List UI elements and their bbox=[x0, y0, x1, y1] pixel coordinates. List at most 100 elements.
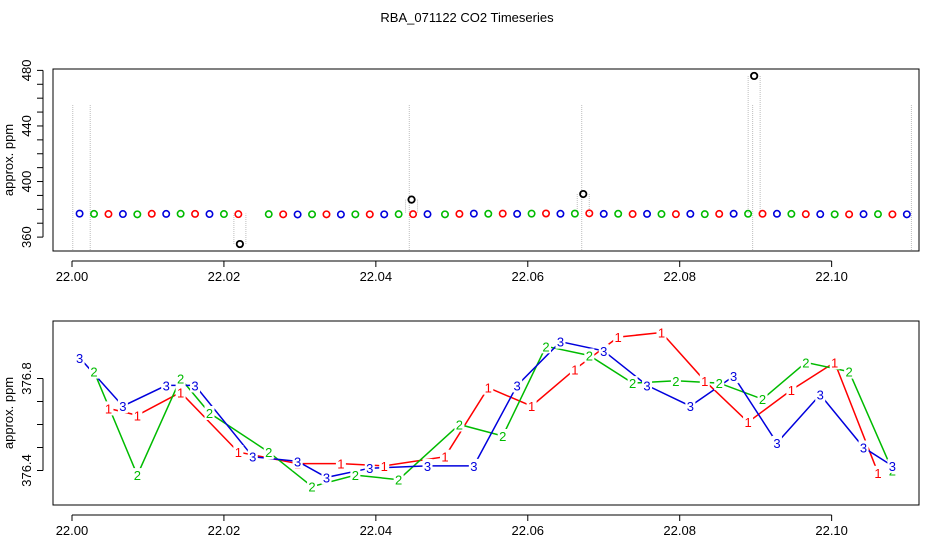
series-1-label-bg bbox=[233, 445, 244, 460]
sample-marker bbox=[888, 210, 897, 219]
series-3-point-label: 3 bbox=[424, 459, 431, 474]
series-2-label-bg bbox=[350, 468, 361, 483]
series-3-point-label: 3 bbox=[294, 454, 301, 469]
series-1-label-bg bbox=[379, 458, 390, 473]
sample-marker bbox=[556, 209, 565, 218]
series-2-label-bg bbox=[263, 445, 274, 460]
series-3-point-label: 3 bbox=[163, 378, 170, 393]
bottom-y-tick-label: 376.8 bbox=[19, 362, 34, 395]
series-2-point-label: 2 bbox=[308, 480, 315, 495]
series-2-label-bg bbox=[800, 355, 811, 370]
series-2-point-label: 2 bbox=[265, 445, 272, 460]
bottom-x-tick-label: 22.04 bbox=[360, 523, 393, 538]
top-y-axis-label: approx. ppm bbox=[1, 124, 16, 196]
series-1-point-label: 1 bbox=[831, 355, 838, 370]
series-3-label-bg bbox=[815, 387, 826, 402]
bottom-x-tick-label: 22.08 bbox=[663, 523, 696, 538]
sample-marker bbox=[279, 210, 288, 219]
series-3-point-label: 3 bbox=[773, 436, 780, 451]
series-3-label-bg bbox=[887, 458, 898, 473]
series-3-label-bg bbox=[468, 458, 479, 473]
series-2-label-bg bbox=[757, 392, 768, 407]
sample-marker bbox=[176, 209, 185, 218]
sample-marker bbox=[394, 210, 403, 219]
series-3-point-label: 3 bbox=[889, 459, 896, 474]
series-3-label-bg bbox=[190, 378, 201, 393]
series-3-point-label: 3 bbox=[557, 335, 564, 350]
series-1-label-bg bbox=[439, 449, 450, 464]
series-3-label-bg bbox=[161, 378, 172, 393]
sample-marker bbox=[816, 210, 825, 219]
sample-marker bbox=[469, 209, 478, 218]
series-2-label-bg bbox=[454, 417, 465, 432]
series-1-label-bg bbox=[175, 385, 186, 400]
sample-marker bbox=[409, 210, 418, 219]
top-x-tick-label: 22.08 bbox=[663, 269, 696, 284]
sample-marker bbox=[859, 210, 868, 219]
sample-marker bbox=[455, 209, 464, 218]
series-1-point-label: 1 bbox=[615, 330, 622, 345]
series-3-point-label: 3 bbox=[323, 470, 330, 485]
series-2-label-bg bbox=[89, 364, 100, 379]
top-y-tick-label: 360 bbox=[19, 226, 34, 248]
sample-marker bbox=[801, 210, 810, 219]
series-1-point-label: 1 bbox=[701, 374, 708, 389]
series-2-label-bg bbox=[307, 479, 318, 494]
sample-marker bbox=[830, 210, 839, 219]
series-2-label-bg bbox=[175, 371, 186, 386]
series-2-label-bg bbox=[670, 373, 681, 388]
series-3-point-label: 3 bbox=[643, 378, 650, 393]
series-3-label-bg bbox=[292, 454, 303, 469]
sample-marker bbox=[104, 210, 113, 219]
bottom-panel: approx. ppm 1111111111111111112222222222… bbox=[1, 320, 920, 538]
series-1-label-bg bbox=[786, 383, 797, 397]
top-x-tick-label: 22.04 bbox=[360, 269, 393, 284]
series-3-point-label: 3 bbox=[817, 388, 824, 403]
series-3-label-bg bbox=[555, 334, 566, 349]
series-3-point-label: 3 bbox=[600, 344, 607, 359]
sample-marker bbox=[671, 210, 680, 219]
top-markers bbox=[75, 71, 911, 249]
series-2-label-bg bbox=[627, 376, 638, 391]
bottom-y-axis-label: approx. ppm bbox=[1, 377, 16, 449]
series-2-label-bg bbox=[714, 376, 725, 391]
series-2-point-label: 2 bbox=[759, 392, 766, 407]
series-2-point-label: 2 bbox=[352, 468, 359, 483]
bottom-x-tick-label: 22.00 bbox=[56, 523, 89, 538]
series-1-point-label: 1 bbox=[571, 362, 578, 377]
series-1-label-bg bbox=[483, 380, 494, 395]
top-y-tick-label: 400 bbox=[19, 171, 34, 193]
series-2-point-label: 2 bbox=[586, 349, 593, 364]
series-3-label-bg bbox=[642, 378, 653, 393]
sample-marker bbox=[700, 210, 709, 219]
sample-marker bbox=[118, 210, 127, 219]
chart-title: RBA_071122 CO2 Timeseries bbox=[380, 10, 554, 25]
sample-marker bbox=[336, 210, 345, 219]
series-1-point-label: 1 bbox=[744, 415, 751, 430]
series-3-label-bg bbox=[598, 343, 609, 358]
sample-marker bbox=[542, 209, 551, 218]
sample-marker bbox=[293, 210, 302, 219]
sample-marker bbox=[744, 209, 753, 218]
series-3-label-bg bbox=[247, 449, 258, 464]
series-1-point-label: 1 bbox=[788, 383, 795, 398]
sample-marker bbox=[133, 210, 142, 219]
sample-marker bbox=[599, 209, 608, 218]
sample-marker bbox=[643, 209, 652, 218]
series-2-point-label: 2 bbox=[456, 418, 463, 433]
top-x-tick-label: 22.00 bbox=[56, 269, 89, 284]
top-x-tick-label: 22.10 bbox=[815, 269, 848, 284]
bottom-plot-frame bbox=[52, 320, 920, 506]
series-1-point-label: 1 bbox=[105, 401, 112, 416]
series-3-point-label: 3 bbox=[860, 441, 867, 456]
series-1-point-label: 1 bbox=[528, 399, 535, 414]
reference-marker bbox=[750, 71, 759, 81]
sample-marker bbox=[845, 210, 854, 219]
bottom-y-axis: 376.4 376.8 bbox=[19, 362, 44, 487]
series-2-point-label: 2 bbox=[499, 429, 506, 444]
top-panel: approx. ppm 22.00 22.02 22.04 22.06 22.08 22.… bbox=[1, 60, 920, 284]
sample-marker bbox=[423, 210, 432, 219]
series-1-point-label: 1 bbox=[235, 445, 242, 460]
bottom-series-labels: 1111111111111111112222222222222222222333… bbox=[74, 325, 898, 495]
